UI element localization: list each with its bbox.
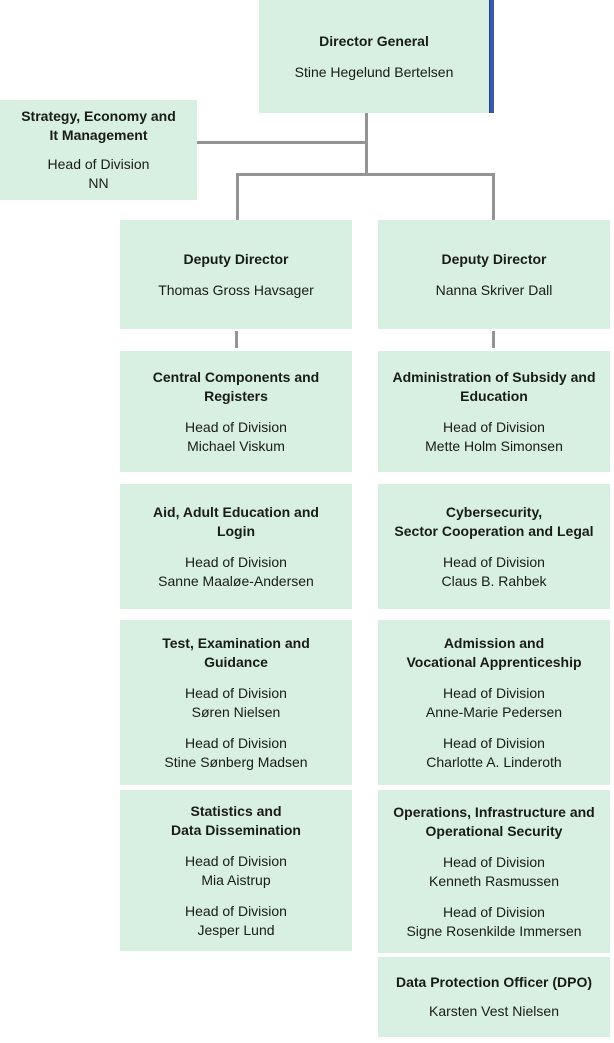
box-title: Strategy, Economy and It Management <box>21 108 176 143</box>
head-of-division-entry: Head of Division Sanne Maaløe-Andersen <box>158 553 314 591</box>
head-of-division-entry: Head of Division Mette Holm Simonsen <box>425 418 563 456</box>
person-name: Jesper Lund <box>197 921 275 938</box>
person-name: Michael Viskum <box>187 437 285 454</box>
org-box-statistics: Statistics and Data Dissemination Head o… <box>120 790 352 951</box>
person-name: Anne-Marie Pedersen <box>425 703 563 720</box>
connector-deputy-right-drop <box>492 173 495 220</box>
role-label: Head of Division <box>185 734 287 751</box>
person-name: Mette Holm Simonsen <box>425 437 563 454</box>
person-name: Thomas Gross Havsager <box>158 281 314 298</box>
org-box-cybersecurity: Cybersecurity, Sector Cooperation and Le… <box>378 484 610 609</box>
head-of-division-entry: Head of Division Søren Nielsen <box>185 684 287 722</box>
org-box-deputy-left: Deputy Director Thomas Gross Havsager <box>120 220 352 329</box>
head-of-division-entry: Head of Division NN <box>48 155 150 193</box>
person-name: Stine Hegelund Bertelsen <box>294 63 454 80</box>
role-label: Head of Division <box>185 553 287 570</box>
person-name: Karsten Vest Nielsen <box>429 1003 559 1019</box>
person-name: Nanna Skriver Dall <box>435 281 553 298</box>
role-label: Head of Division <box>443 553 545 570</box>
role-label: Head of Division <box>443 418 545 435</box>
accent-bar <box>489 0 494 113</box>
head-of-division-entry: Head of Division Jesper Lund <box>185 902 287 940</box>
role-label: Head of Division <box>443 734 545 751</box>
role-label: Head of Division <box>185 902 287 919</box>
person-name: NN <box>88 175 109 191</box>
box-title: Director General <box>319 32 429 49</box>
head-of-division-entry: Head of Division Michael Viskum <box>185 418 287 456</box>
box-title: Aid, Adult Education and Login <box>153 503 319 539</box>
org-box-operations-infrastructure: Operations, Infrastructure and Operation… <box>378 790 610 953</box>
org-box-administration-subsidy: Administration of Subsidy and Education … <box>378 351 610 472</box>
role-label: Head of Division <box>443 903 545 920</box>
box-title: Statistics and Data Dissemination <box>171 802 301 838</box>
connector-deputies-horizontal <box>236 173 495 176</box>
head-of-division-entry: Head of Division Anne-Marie Pedersen <box>426 684 562 722</box>
person-name: Signe Rosenkilde Immersen <box>406 922 582 939</box>
head-of-division-entry: Head of Division Charlotte A. Linderoth <box>426 734 561 772</box>
role-label: Head of Division <box>443 684 545 701</box>
connector-director-vertical <box>365 113 368 176</box>
connector-staff-horizontal <box>197 141 368 144</box>
org-box-staff-division: Strategy, Economy and It Management Head… <box>0 100 197 200</box>
org-box-dpo: Data Protection Officer (DPO) Karsten Ve… <box>378 957 610 1037</box>
box-title: Administration of Subsidy and Education <box>392 368 596 404</box>
person-name: Claus B. Rahbek <box>441 572 547 589</box>
org-box-deputy-right: Deputy Director Nanna Skriver Dall <box>378 220 610 329</box>
person-name: Sanne Maaløe-Andersen <box>158 572 314 589</box>
box-title: Central Components and Registers <box>152 368 320 404</box>
connector-left-column-stub <box>235 331 238 348</box>
person-name: Kenneth Rasmussen <box>429 872 559 889</box>
box-title: Test, Examination and Guidance <box>162 634 310 670</box>
head-of-division-entry: Head of Division Signe Rosenkilde Immers… <box>406 903 581 941</box>
box-title: Deputy Director <box>441 250 547 267</box>
org-box-admission-vocational: Admission and Vocational Apprenticeship … <box>378 620 610 785</box>
connector-right-column-stub <box>492 331 495 348</box>
role-label: Head of Division <box>185 852 287 869</box>
box-title: Data Protection Officer (DPO) <box>395 974 593 990</box>
head-of-division-entry: Head of Division Stine Sønberg Madsen <box>164 734 307 772</box>
org-box-test-examination: Test, Examination and Guidance Head of D… <box>120 620 352 785</box>
head-of-division-entry: Head of Division Mia Aistrup <box>185 852 287 890</box>
box-title: Admission and Vocational Apprenticeship <box>406 634 582 670</box>
box-title: Deputy Director <box>183 250 289 267</box>
role-label: Head of Division <box>185 418 287 435</box>
box-title: Operations, Infrastructure and Operation… <box>393 803 595 839</box>
org-box-director-general: Director General Stine Hegelund Bertelse… <box>259 0 489 113</box>
person-name: Mia Aistrup <box>201 871 271 888</box>
role-label: Head of Division <box>47 156 150 172</box>
connector-deputy-left-drop <box>236 173 239 220</box>
head-of-division-entry: Head of Division Claus B. Rahbek <box>441 553 546 591</box>
role-label: Head of Division <box>443 853 545 870</box>
person-name: Charlotte A. Linderoth <box>426 753 562 770</box>
role-label: Head of Division <box>185 684 287 701</box>
person-name: Søren Nielsen <box>191 703 281 720</box>
box-title: Cybersecurity, Sector Cooperation and Le… <box>394 503 594 539</box>
person-name: Stine Sønberg Madsen <box>164 753 308 770</box>
org-box-aid-adult-education: Aid, Adult Education and Login Head of D… <box>120 484 352 609</box>
org-box-central-components: Central Components and Registers Head of… <box>120 351 352 472</box>
head-of-division-entry: Head of Division Kenneth Rasmussen <box>429 853 559 891</box>
